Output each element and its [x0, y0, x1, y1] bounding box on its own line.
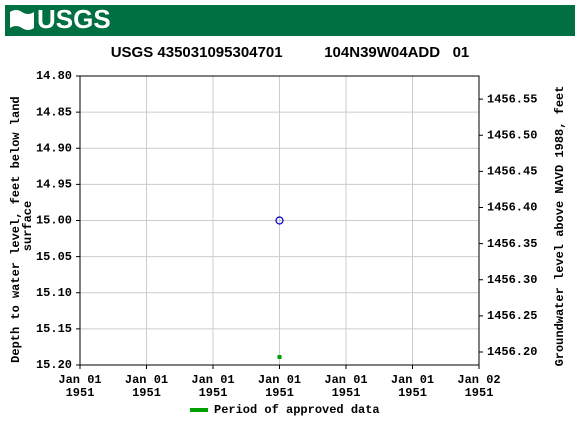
x-tick-label-line: 1951: [132, 386, 161, 400]
y-tick-label: 15.05: [36, 250, 72, 264]
x-tick-label-line: Jan 02: [457, 373, 500, 387]
x-tick-label-line: Jan 01: [258, 373, 301, 387]
x-tick-label-line: Jan 01: [324, 373, 367, 387]
usgs-logo: USGS: [10, 4, 111, 34]
x-tick-label-line: 1951: [265, 386, 294, 400]
y-tick-label: 14.85: [36, 105, 72, 119]
x-tick-label: Jan 01 1951: [324, 373, 367, 400]
approved-period-mark: [277, 355, 282, 359]
x-tick-label-line: 1951: [332, 386, 361, 400]
x-tick-label: Jan 01 1951: [391, 373, 434, 400]
x-tick-label-line: Jan 01: [191, 373, 234, 387]
y2-tick-label: 1456.45: [487, 165, 537, 179]
y2-axis-label: Groundwater level above NAVD 1988, feet: [553, 86, 567, 367]
grid: [79, 75, 480, 366]
y2-tick-label: 1456.20: [487, 345, 537, 359]
y2-tick-label: 1456.25: [487, 309, 537, 323]
x-tick-label: Jan 01 1951: [258, 373, 301, 400]
y-axis-label: Depth to water level, feet below land su…: [9, 89, 35, 363]
x-tick-label-line: Jan 01: [391, 373, 434, 387]
y-tick-label: 14.90: [36, 141, 72, 155]
y-tick-label: 15.10: [36, 286, 72, 300]
y-tick-label: 15.15: [36, 322, 72, 336]
logo-text: USGS: [37, 4, 111, 34]
y2-tick-label: 1456.35: [487, 237, 537, 251]
x-tick-label-line: 1951: [465, 386, 494, 400]
y-tick-label: 15.20: [36, 358, 72, 372]
x-tick-label-line: 1951: [199, 386, 228, 400]
y2-tick-label: 1456.40: [487, 201, 537, 215]
x-tick-label: Jan 01 1951: [125, 373, 168, 400]
x-tick-label-line: 1951: [398, 386, 427, 400]
y-tick-label: 14.80: [36, 69, 72, 83]
data-point: [275, 216, 284, 225]
y2-tick-label: 1456.50: [487, 128, 537, 142]
x-tick-label-line: 1951: [66, 386, 95, 400]
y-tick-label: 14.95: [36, 178, 72, 192]
x-tick-label-line: Jan 01: [125, 373, 168, 387]
header-bar: [5, 5, 575, 36]
x-tick-label: Jan 01 1951: [191, 373, 234, 400]
y2-tick-label: 1456.55: [487, 92, 537, 106]
chart-title: USGS 435031095304701 104N39W04ADD 01: [111, 44, 470, 61]
x-tick-label: Jan 01 1951: [58, 373, 101, 400]
x-tick-label-line: Jan 01: [58, 373, 101, 387]
legend-label: Period of approved data: [214, 403, 380, 417]
y-tick-label: 15.00: [36, 214, 72, 228]
x-tick-label: Jan 02 1951: [457, 373, 500, 400]
y2-tick-label: 1456.30: [487, 273, 537, 287]
